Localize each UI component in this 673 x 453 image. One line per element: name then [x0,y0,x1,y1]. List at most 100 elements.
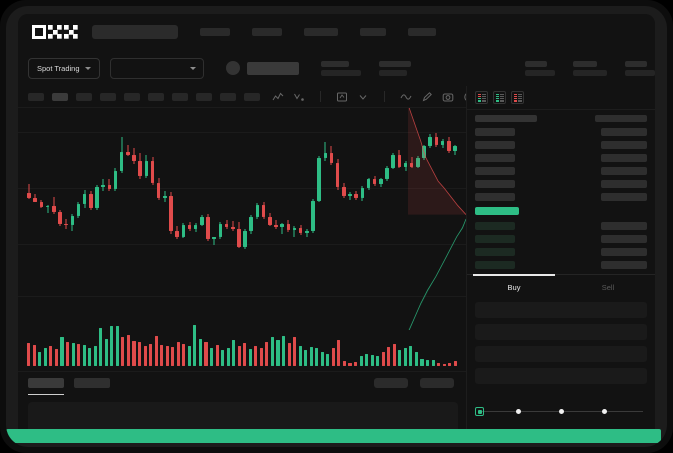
orderbook-qty [475,235,515,243]
trading-mode-label: Spot Trading [37,63,80,73]
candle-body [385,167,389,180]
candle-body [243,231,247,247]
candle-body [255,205,260,218]
slider-stop-3[interactable] [601,408,607,414]
orderbook-row[interactable] [475,167,647,175]
orderbook-row[interactable] [475,222,647,230]
candle [132,108,136,308]
timeframe-button-8[interactable] [196,92,212,101]
candle [200,108,204,308]
volume-bar [132,341,136,366]
orderbook-row[interactable] [475,235,647,243]
candle [323,108,328,308]
orderbook-view-toggles [467,86,655,110]
candle [169,108,173,308]
candle [64,108,68,308]
candle [440,108,445,308]
volume-bar [276,340,280,366]
timeframe-button-1[interactable] [28,92,44,101]
candle [348,108,352,308]
compare-icon[interactable] [336,91,348,103]
candle [280,108,284,308]
timeframe-button-2[interactable] [52,92,68,101]
nav-item-1[interactable] [200,28,230,36]
candle [391,108,395,308]
orderbook-row[interactable] [475,193,647,201]
timeframe-button-7[interactable] [172,92,188,101]
candle-body [453,146,457,151]
orders-action-1[interactable] [374,378,408,388]
orders-action-2[interactable] [420,378,454,388]
slider-stop-1[interactable] [515,408,521,414]
candle [329,108,334,308]
timeframe-button-3[interactable] [76,92,92,101]
orderbook-view-both[interactable] [475,91,488,104]
candle-body [305,231,309,233]
volume-bar [209,347,214,366]
trade-tab-buy[interactable]: Buy [467,274,561,300]
price-field[interactable] [475,324,647,340]
pencil-icon[interactable] [421,91,433,103]
market-stat-1 [320,60,361,76]
chart-type-icon[interactable] [293,91,305,103]
candle [267,108,272,308]
orderbook-row[interactable] [475,180,647,188]
search-input[interactable] [92,25,178,39]
candle-wick [28,184,30,199]
order-type-field[interactable] [475,302,647,318]
orderbook-row[interactable] [475,207,647,215]
market-stat-label [378,60,411,67]
nav-item-2[interactable] [252,28,282,36]
slider-stop-2[interactable] [558,408,564,414]
orderbook-body[interactable] [467,110,655,274]
volume-bar [204,342,208,366]
trade-tab-sell[interactable]: Sell [561,275,655,300]
orders-tab-2[interactable] [74,378,110,388]
volume-bar [71,343,75,366]
volume-bar [137,342,142,366]
orderbook-view-bar [500,93,504,102]
nav-item-5[interactable] [408,28,436,36]
line-chart-icon[interactable] [400,91,412,103]
timeframe-button-9[interactable] [220,92,236,101]
orderbook-view-row [477,100,481,102]
orders-tab-1[interactable] [28,378,64,395]
total-field[interactable] [475,368,647,384]
candle [397,108,402,308]
timeframe-button-6[interactable] [148,92,164,101]
timeframe-button-10[interactable] [244,92,260,101]
market-stat-value [378,69,407,76]
trading-mode-selector[interactable]: Spot Trading [28,57,100,79]
timeframe-button-4[interactable] [100,92,116,101]
orderbook-row[interactable] [475,128,647,136]
slider-handle[interactable] [475,407,484,416]
nav-item-3[interactable] [304,28,338,36]
timeframe-button-5[interactable] [124,92,140,101]
nav-item-4[interactable] [360,28,386,36]
volume-chart[interactable] [18,312,466,374]
app-screen: Spot Trading [18,14,655,443]
candle [187,108,192,308]
candle [311,108,315,308]
pair-search-select[interactable] [109,57,204,79]
orderbook-row[interactable] [475,141,647,149]
candle-body [391,154,395,168]
camera-icon[interactable] [442,91,454,103]
okx-logo[interactable] [32,25,78,39]
volume-bar [160,344,164,366]
orderbook-view-bids[interactable] [493,91,506,104]
amount-slider[interactable] [475,405,647,417]
price-chart[interactable] [18,108,466,308]
amount-field[interactable] [475,346,647,362]
candle [366,108,371,308]
orderbook-row[interactable] [475,261,647,269]
submit-order-button[interactable] [6,429,661,443]
orderbook-row[interactable] [475,248,647,256]
chevron-down-icon[interactable] [357,91,369,103]
indicators-icon[interactable] [272,91,284,103]
chevron-down-icon [84,66,91,70]
volume-bar [149,343,153,366]
volume-bar [54,349,58,366]
orderbook-view-asks[interactable] [511,91,524,104]
orderbook-row[interactable] [475,154,647,162]
